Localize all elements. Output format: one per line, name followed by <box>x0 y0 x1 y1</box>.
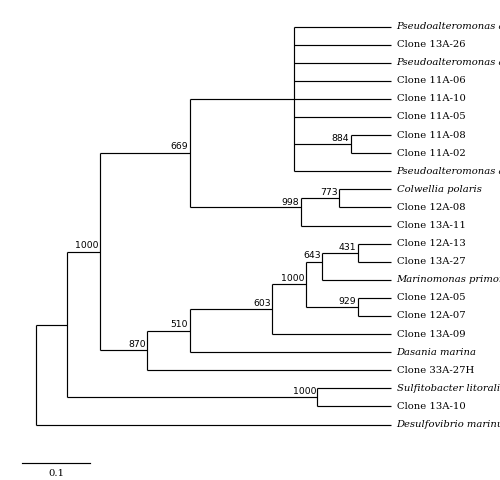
Text: 773: 773 <box>320 189 338 197</box>
Text: Clone 13A-09: Clone 13A-09 <box>396 330 465 338</box>
Text: 669: 669 <box>170 143 188 151</box>
Text: 884: 884 <box>332 134 349 143</box>
Text: 870: 870 <box>128 340 146 349</box>
Text: Clone 11A-02: Clone 11A-02 <box>396 149 466 157</box>
Text: 998: 998 <box>282 198 300 206</box>
Text: Clone 12A-05: Clone 12A-05 <box>396 293 465 302</box>
Text: Clone 13A-10: Clone 13A-10 <box>396 402 466 411</box>
Text: 1000: 1000 <box>280 274 304 283</box>
Text: Desulfovibrio marinus: Desulfovibrio marinus <box>396 420 500 429</box>
Text: Pseudoalteromonas antarctica: Pseudoalteromonas antarctica <box>396 22 500 31</box>
Text: Sulfitobacter litoralis: Sulfitobacter litoralis <box>396 384 500 393</box>
Text: 0.1: 0.1 <box>48 469 64 478</box>
Text: Clone 33A-27H: Clone 33A-27H <box>396 366 474 375</box>
Text: Clone 11A-05: Clone 11A-05 <box>396 112 466 121</box>
Text: Dasania marina: Dasania marina <box>396 348 476 357</box>
Text: 929: 929 <box>338 297 356 306</box>
Text: Clone 12A-08: Clone 12A-08 <box>396 203 465 212</box>
Text: Colwellia polaris: Colwellia polaris <box>396 185 482 194</box>
Text: Clone 11A-10: Clone 11A-10 <box>396 95 466 103</box>
Text: AY771747: AY771747 <box>498 348 500 357</box>
Text: 431: 431 <box>338 243 356 252</box>
Text: 510: 510 <box>170 320 188 329</box>
Text: 603: 603 <box>254 299 271 308</box>
Text: Clone 13A-11: Clone 13A-11 <box>396 221 466 230</box>
Text: Clone 11A-06: Clone 11A-06 <box>396 76 465 85</box>
Text: Clone 12A-07: Clone 12A-07 <box>396 312 465 321</box>
Text: Clone 12A-13: Clone 12A-13 <box>396 239 466 248</box>
Text: 1000: 1000 <box>292 387 316 396</box>
Text: 643: 643 <box>303 251 321 260</box>
Text: 1000: 1000 <box>75 241 98 250</box>
Text: Pseudoalteromonas arctica: Pseudoalteromonas arctica <box>396 58 500 67</box>
Text: Marinomonas primoryensis: Marinomonas primoryensis <box>396 276 500 284</box>
Text: Pseudoalteromonas agarivorans: Pseudoalteromonas agarivorans <box>396 167 500 176</box>
Text: Clone 13A-26: Clone 13A-26 <box>396 40 465 49</box>
Text: Clone 11A-08: Clone 11A-08 <box>396 131 466 140</box>
Text: Clone 13A-27: Clone 13A-27 <box>396 257 465 266</box>
